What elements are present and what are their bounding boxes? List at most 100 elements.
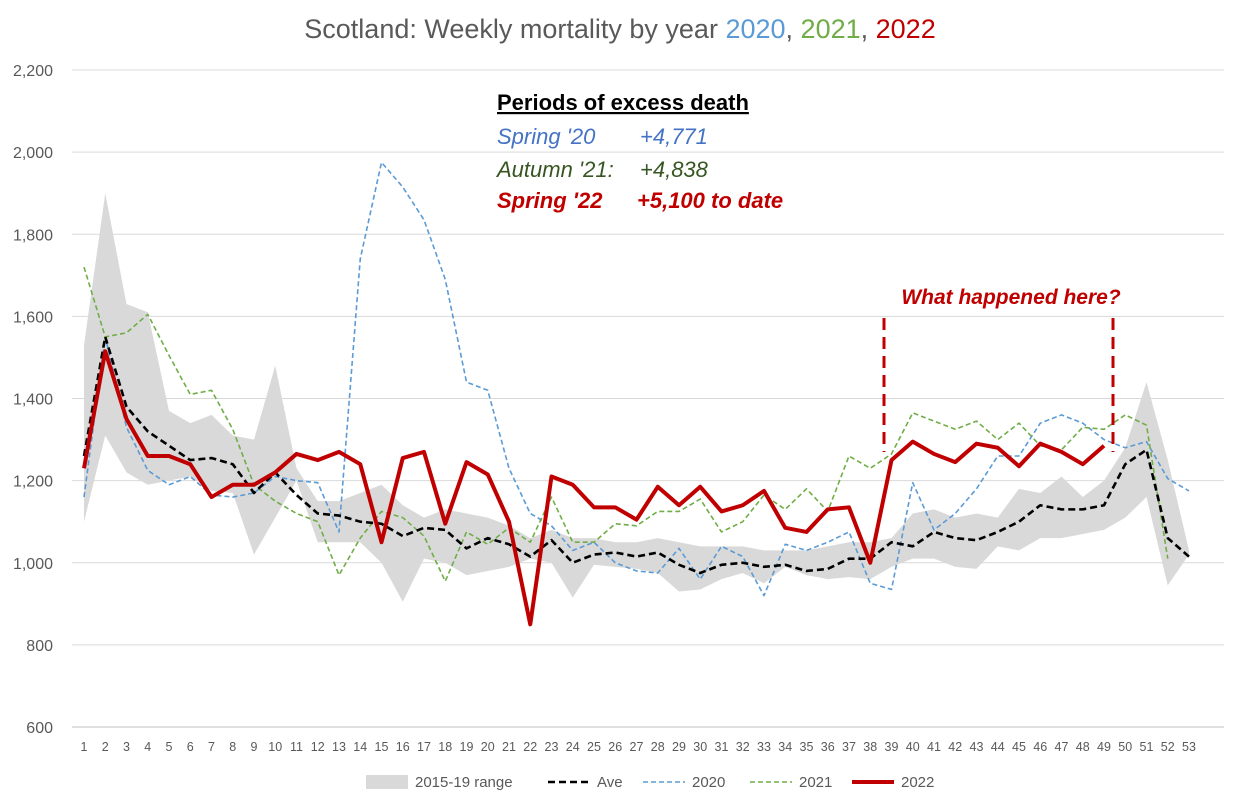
x-tick-label: 28 — [651, 740, 665, 754]
x-tick-label: 22 — [523, 740, 537, 754]
x-tick-label: 21 — [502, 740, 516, 754]
x-axis-ticks: 1 2 3 4 5 6 7 8 9 10 11 12 13 14 15 16 17 18 19 20 21 22 23 24 2… — [81, 740, 1196, 754]
legend-item-2020: 2020 — [643, 774, 725, 791]
annotation-period-2020: Spring '20 — [497, 124, 596, 149]
annotation-value-2021: +4,838 — [640, 157, 709, 182]
y-tick-label: 2,200 — [13, 63, 53, 80]
y-tick-label: 1,000 — [13, 556, 53, 573]
x-tick-label: 11 — [290, 740, 303, 754]
title-year-2022: 2022 — [876, 14, 936, 44]
x-tick-label: 34 — [778, 740, 792, 754]
x-tick-label: 46 — [1033, 740, 1047, 754]
excess-death-annotation: Periods of excess death Spring '20 +4,77… — [495, 90, 783, 213]
x-tick-label: 41 — [927, 740, 941, 754]
x-tick-label: 14 — [353, 740, 367, 754]
x-tick-label: 12 — [311, 740, 325, 754]
legend-label: 2022 — [901, 774, 934, 791]
legend-item-ave: Ave — [548, 774, 623, 791]
x-tick-label: 29 — [672, 740, 686, 754]
title-year-2020: 2020 — [725, 14, 785, 44]
x-tick-label: 49 — [1097, 740, 1111, 754]
x-tick-label: 53 — [1182, 740, 1196, 754]
x-tick-label: 26 — [608, 740, 622, 754]
callout-text: What happened here? — [901, 286, 1121, 309]
legend-label: Ave — [597, 774, 623, 791]
legend-label: 2015-19 range — [415, 774, 513, 791]
legend-swatch-range — [366, 775, 408, 789]
chart-title: Scotland: Weekly mortality by year 2020,… — [304, 14, 935, 44]
x-tick-label: 15 — [375, 740, 389, 754]
x-tick-label: 30 — [693, 740, 707, 754]
x-tick-label: 17 — [417, 740, 431, 754]
x-tick-label: 31 — [715, 740, 729, 754]
title-prefix: Scotland: Weekly mortality by year — [304, 14, 725, 44]
y-tick-label: 800 — [26, 638, 53, 655]
x-tick-label: 9 — [251, 740, 258, 754]
x-tick-label: 13 — [332, 740, 346, 754]
legend-item-2022: 2022 — [852, 774, 934, 791]
annotation-value-2022: +5,100 to date — [637, 188, 783, 213]
x-tick-label: 10 — [268, 740, 282, 754]
x-tick-label: 38 — [863, 740, 877, 754]
x-tick-label: 32 — [736, 740, 750, 754]
y-tick-label: 1,600 — [13, 309, 53, 326]
x-tick-label: 19 — [460, 740, 474, 754]
x-tick-label: 23 — [545, 740, 559, 754]
series-line-2020 — [83, 161, 1190, 597]
x-tick-label: 25 — [587, 740, 601, 754]
annotation-value-2020: +4,771 — [640, 124, 708, 149]
x-tick-label: 6 — [187, 740, 194, 754]
x-tick-label: 42 — [948, 740, 962, 754]
y-tick-label: 1,200 — [13, 474, 53, 491]
x-tick-label: 18 — [438, 740, 452, 754]
x-tick-label: 37 — [842, 740, 856, 754]
x-tick-label: 44 — [991, 740, 1005, 754]
y-tick-label: 600 — [26, 720, 53, 737]
x-tick-label: 4 — [144, 740, 151, 754]
x-tick-label: 2 — [102, 740, 109, 754]
x-tick-label: 3 — [123, 740, 130, 754]
series-line-2022 — [82, 349, 1106, 627]
legend: 2015-19 range Ave 2020 2021 2022 — [366, 774, 934, 791]
x-tick-label: 39 — [885, 740, 899, 754]
title-separator: , — [861, 14, 876, 44]
x-tick-label: 52 — [1161, 740, 1175, 754]
legend-label: 2021 — [799, 774, 832, 791]
y-tick-label: 1,800 — [13, 227, 53, 244]
x-tick-label: 7 — [208, 740, 215, 754]
annotation-heading: Periods of excess death — [497, 90, 749, 115]
x-tick-label: 8 — [229, 740, 236, 754]
legend-item-range: 2015-19 range — [366, 774, 513, 791]
x-tick-label: 51 — [1140, 740, 1154, 754]
x-tick-label: 5 — [166, 740, 173, 754]
legend-label: 2020 — [692, 774, 725, 791]
x-tick-label: 20 — [481, 740, 495, 754]
x-tick-label: 36 — [821, 740, 835, 754]
x-tick-label: 48 — [1076, 740, 1090, 754]
y-tick-label: 1,400 — [13, 392, 53, 409]
callout-annotation: What happened here? — [882, 286, 1121, 452]
x-tick-label: 40 — [906, 740, 920, 754]
legend-item-2021: 2021 — [750, 774, 832, 791]
series-layer — [82, 161, 1190, 627]
x-tick-label: 27 — [630, 740, 644, 754]
series-line-2021 — [83, 266, 1169, 583]
x-tick-label: 24 — [566, 740, 580, 754]
x-tick-label: 45 — [1012, 740, 1026, 754]
range-band — [84, 193, 1189, 602]
annotation-period-2021: Autumn '21: — [495, 157, 614, 182]
x-tick-label: 43 — [970, 740, 984, 754]
title-year-2021: 2021 — [801, 14, 861, 44]
x-tick-label: 50 — [1118, 740, 1132, 754]
y-axis-ticks: 600 800 1,000 1,200 1,400 1,600 1,800 2,000 2,20… — [13, 63, 53, 737]
x-tick-label: 47 — [1055, 740, 1069, 754]
x-tick-label: 1 — [81, 740, 88, 754]
annotation-period-2022: Spring '22 — [497, 188, 603, 213]
series-line-ave — [82, 335, 1190, 575]
range-band-layer — [84, 193, 1189, 602]
y-tick-label: 2,000 — [13, 145, 53, 162]
x-tick-label: 35 — [800, 740, 814, 754]
x-tick-label: 16 — [396, 740, 410, 754]
title-separator: , — [786, 14, 801, 44]
